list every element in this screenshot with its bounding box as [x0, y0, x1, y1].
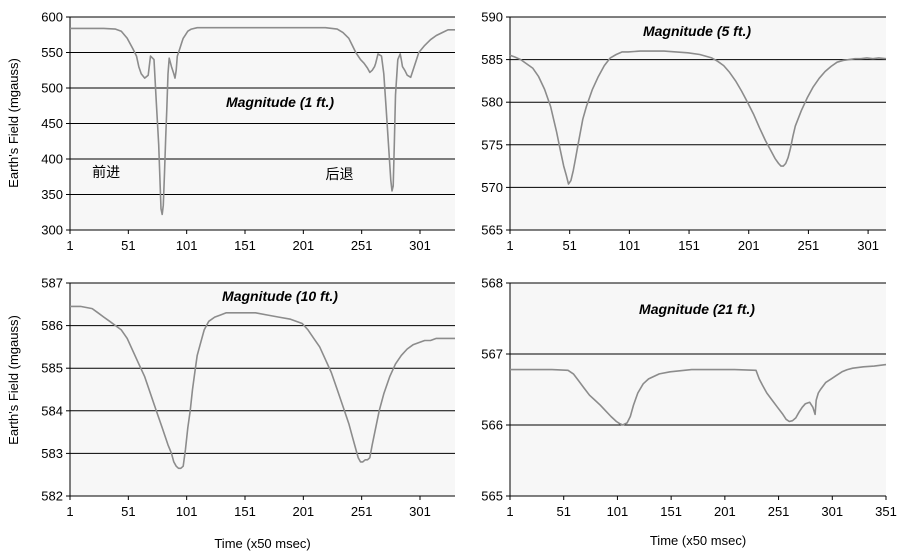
x-tick-label: 251: [351, 238, 373, 253]
x-tick-label: 101: [619, 238, 641, 253]
plot-area: [70, 283, 455, 496]
x-tick-label: 151: [234, 238, 256, 253]
annotation-label: 前进: [92, 164, 120, 181]
y-tick-label: 566: [481, 418, 503, 433]
x-tick-label: 301: [409, 238, 431, 253]
y-tick-label: 570: [481, 180, 503, 195]
x-tick-label: 1: [506, 504, 513, 519]
x-tick-label: 301: [821, 504, 843, 519]
x-tick-label: 301: [857, 238, 879, 253]
chart-title: Magnitude (10 ft.): [222, 288, 338, 304]
x-tick-label: 201: [292, 238, 314, 253]
x-tick-label: 51: [556, 504, 570, 519]
x-tick-label: 51: [121, 238, 135, 253]
y-tick-label: 585: [41, 361, 63, 376]
plot-area: [510, 283, 886, 496]
x-tick-label: 201: [292, 504, 314, 519]
x-tick-label: 301: [409, 504, 431, 519]
y-tick-label: 300: [41, 223, 63, 238]
x-tick-label: 201: [738, 238, 760, 253]
y-tick-label: 550: [41, 45, 63, 60]
x-tick-label: 201: [714, 504, 736, 519]
x-tick-label: 251: [768, 504, 790, 519]
x-tick-label: 151: [678, 238, 700, 253]
series-line: [509, 50, 887, 185]
x-axis-title: Time (x50 msec): [650, 533, 746, 548]
y-tick-label: 568: [481, 276, 503, 291]
y-axis-title: Earth's Field (mgauss): [6, 58, 21, 188]
y-tick-label: 500: [41, 81, 63, 96]
y-tick-label: 400: [41, 152, 63, 167]
y-tick-label: 565: [481, 489, 503, 504]
y-tick-label: 584: [41, 403, 63, 418]
x-tick-label: 51: [562, 238, 576, 253]
x-axis-title: Time (x50 msec): [214, 536, 310, 551]
y-tick-label: 567: [481, 347, 503, 362]
y-tick-label: 583: [41, 446, 63, 461]
y-tick-label: 590: [481, 10, 503, 25]
x-tick-label: 101: [176, 238, 198, 253]
x-tick-label: 1: [66, 504, 73, 519]
x-tick-label: 51: [121, 504, 135, 519]
y-tick-label: 580: [481, 95, 503, 110]
y-axis-title: Earth's Field (mgauss): [6, 315, 21, 445]
x-tick-label: 151: [234, 504, 256, 519]
y-tick-label: 575: [481, 137, 503, 152]
x-tick-label: 151: [660, 504, 682, 519]
series-line: [70, 26, 455, 216]
chart-title: Magnitude (5 ft.): [643, 23, 751, 39]
x-tick-label: 101: [607, 504, 629, 519]
y-tick-label: 585: [481, 52, 503, 67]
chart-title: Magnitude (1 ft.): [226, 94, 334, 110]
y-tick-label: 587: [41, 276, 63, 291]
x-tick-label: 251: [351, 504, 373, 519]
plot-area: [510, 17, 886, 230]
x-tick-label: 1: [66, 238, 73, 253]
series-line: [510, 363, 887, 426]
x-tick-label: 251: [798, 238, 820, 253]
y-tick-label: 565: [481, 223, 503, 238]
x-tick-label: 1: [506, 238, 513, 253]
x-tick-label: 351: [875, 504, 897, 519]
y-tick-label: 582: [41, 489, 63, 504]
annotation-label: 后退: [326, 167, 354, 183]
y-tick-label: 450: [41, 116, 63, 131]
series-line: [70, 305, 455, 470]
y-tick-label: 586: [41, 318, 63, 333]
x-tick-label: 101: [176, 504, 198, 519]
y-tick-label: 600: [41, 10, 63, 25]
y-tick-label: 350: [41, 187, 63, 202]
chart-title: Magnitude (21 ft.): [639, 301, 755, 317]
